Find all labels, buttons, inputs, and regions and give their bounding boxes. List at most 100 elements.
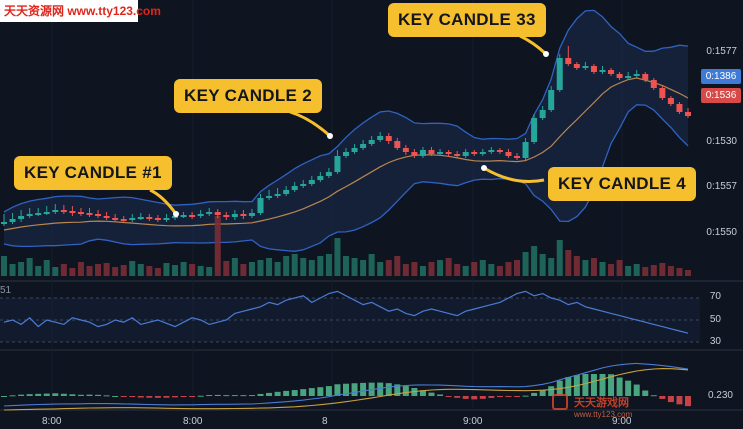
price-tag-upper: 0:1386 <box>701 69 741 84</box>
volume-bar <box>77 262 84 276</box>
candle-body <box>437 152 444 154</box>
macd-histogram-bar <box>18 394 25 396</box>
macd-histogram-bar <box>69 394 76 396</box>
macd-histogram-bar <box>616 377 623 396</box>
time-label: 8:00 <box>183 416 203 427</box>
volume-bar <box>18 262 25 276</box>
macd-histogram-bar <box>471 396 478 400</box>
candle-body <box>69 211 76 213</box>
callout-key-candle-1: KEY CANDLE #1 <box>14 156 172 190</box>
macd-histogram-bar <box>231 395 238 397</box>
volume-bar <box>1 256 7 276</box>
candle-body <box>411 152 418 156</box>
moving-average <box>3 77 689 231</box>
volume-bar <box>248 262 255 276</box>
watermark-logo-icon <box>552 394 568 410</box>
volume-bar <box>676 268 683 276</box>
macd-histogram-bar <box>667 396 674 403</box>
candle-body <box>52 210 59 212</box>
volume-bar <box>95 264 102 276</box>
candle-body <box>385 136 392 141</box>
macd-histogram-bar <box>582 374 589 396</box>
volume-bar <box>462 266 469 276</box>
volume-bar <box>137 264 144 276</box>
macd-histogram-bar <box>146 396 153 398</box>
volume-bar <box>616 260 623 276</box>
candle-body <box>146 217 153 219</box>
macd-histogram-bar <box>419 390 426 396</box>
volume-bar <box>86 266 93 276</box>
macd-histogram-bar <box>163 396 170 398</box>
candle-body <box>685 112 691 116</box>
candle-body <box>445 152 452 154</box>
macd-histogram-bar <box>599 374 606 396</box>
macd-histogram-bar <box>291 390 298 396</box>
candle-body <box>1 222 7 224</box>
volume-bar <box>43 260 50 276</box>
candle-body <box>26 214 33 216</box>
candle-body <box>300 184 307 186</box>
candle-body <box>103 216 110 218</box>
volume-bar <box>531 246 538 276</box>
volume-bar <box>300 258 307 276</box>
candle-body <box>180 215 187 217</box>
callout-arrow <box>149 188 178 215</box>
candle-body <box>129 218 136 220</box>
volume-bar <box>514 260 520 276</box>
volume-bar <box>667 266 674 276</box>
candle-body <box>325 172 332 176</box>
macd-panel <box>1 362 691 411</box>
candle-body <box>231 214 238 217</box>
time-label: 9:00 <box>463 416 483 427</box>
candle-body <box>633 74 640 76</box>
rsi-panel <box>3 290 689 334</box>
candle-body <box>86 213 93 215</box>
macd-histogram-bar <box>154 396 161 398</box>
macd-histogram-bar <box>120 396 127 397</box>
volume-bar <box>496 266 503 276</box>
volume-bar <box>625 266 632 276</box>
volume-bar <box>565 250 572 276</box>
volume-bar <box>223 261 230 276</box>
volume-bar <box>206 267 213 276</box>
candle-body <box>650 80 657 88</box>
candle-body <box>308 180 315 184</box>
macd-histogram-bar <box>35 393 42 396</box>
volume-bar <box>266 258 273 276</box>
volume-bar <box>437 260 444 276</box>
macd-histogram-bar <box>514 396 520 397</box>
volume-bar <box>428 262 435 276</box>
candle-body <box>505 152 512 156</box>
candle-body <box>488 150 495 152</box>
volume-bar <box>240 264 247 276</box>
macd-histogram-bar <box>377 382 384 396</box>
candle-body <box>514 156 520 158</box>
candle-body <box>283 190 290 194</box>
volume-bar <box>479 260 486 276</box>
candle-body <box>35 213 42 215</box>
macd-histogram-bar <box>308 388 315 396</box>
volume-bar <box>214 216 221 276</box>
candle-body <box>43 212 50 214</box>
volume-bar <box>582 260 589 276</box>
macd-histogram-bar <box>539 389 546 396</box>
volume-bar <box>608 264 615 276</box>
candle-body <box>266 196 273 198</box>
macd-line <box>3 362 689 407</box>
candle-body <box>590 66 597 72</box>
volume-bar <box>274 262 281 276</box>
signal-line <box>3 368 689 411</box>
candle-body <box>18 216 25 219</box>
volume-bar <box>488 264 495 276</box>
macd-histogram-bar <box>325 386 332 396</box>
macd-histogram-bar <box>103 395 110 397</box>
volume-bar <box>385 260 392 276</box>
candle-body <box>112 218 119 220</box>
volume-bar <box>343 256 349 276</box>
volume-bar <box>197 266 204 276</box>
callout-key-candle-4: KEY CANDLE 4 <box>548 167 696 201</box>
volume-bar <box>505 262 512 276</box>
macd-histogram-bar <box>633 384 640 396</box>
macd-histogram-bar <box>548 386 555 396</box>
macd-histogram-bar <box>95 394 102 396</box>
